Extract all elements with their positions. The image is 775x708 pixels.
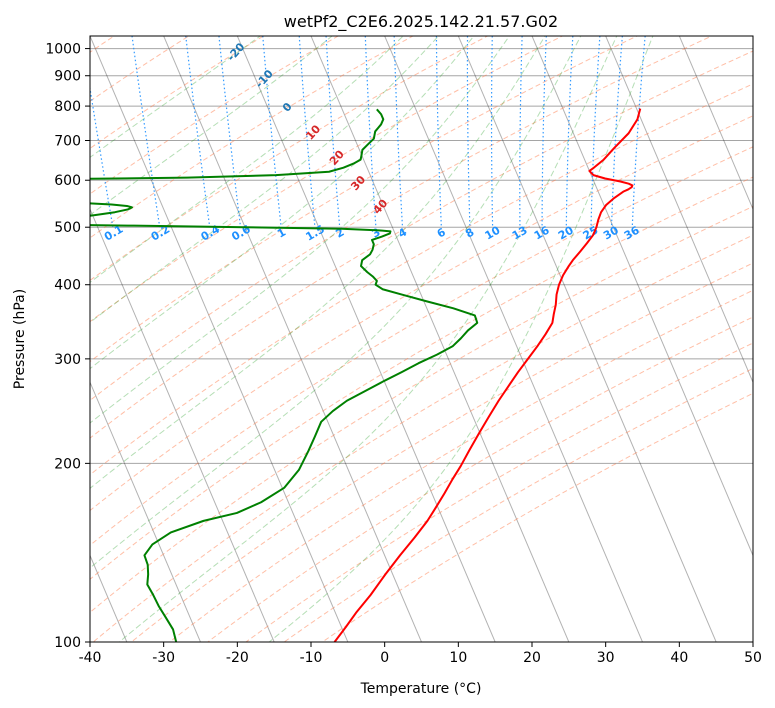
x-tick-label: -20 (226, 650, 249, 666)
x-tick-label: -40 (79, 650, 102, 666)
x-tick-label: 40 (670, 650, 688, 666)
x-tick-label: 0 (380, 650, 389, 666)
x-tick-label: 20 (523, 650, 541, 666)
x-tick-label: 10 (449, 650, 467, 666)
plot-background (90, 36, 753, 642)
mixing-ratio-line (490, 36, 494, 228)
mixing-ratio-line (541, 36, 547, 228)
x-tick-label: -10 (300, 650, 323, 666)
moist-adiabat-line (90, 36, 511, 424)
moist-adiabat-line (268, 36, 654, 642)
profile-lines (90, 108, 642, 642)
moist-adiabat-line (90, 36, 440, 324)
y-tick-label: 1000 (45, 42, 81, 58)
isotherm-line (384, 36, 644, 642)
x-tick-label: 50 (744, 650, 762, 666)
isotherm-line (163, 36, 423, 642)
mixing-ratio-line (393, 36, 404, 228)
dry-adiabat-line (92, 234, 753, 642)
moist-adiabat-line (90, 36, 262, 158)
mixing-ratio-line (435, 36, 442, 228)
y-tick-label: 400 (54, 278, 81, 294)
mixing-ratio-line (466, 36, 471, 228)
moist-adiabat-line (118, 36, 618, 642)
dry-adiabat-line (130, 262, 753, 642)
y-axis-label: Pressure (hPa) (12, 289, 28, 389)
dry-adiabat-line (90, 176, 753, 580)
moist-adiabat-line (90, 36, 475, 370)
moist-adiabat-line (90, 36, 546, 489)
moist-adiabat-line (90, 36, 582, 569)
dry-adiabat-line (206, 316, 753, 642)
plot-frame (89, 35, 754, 643)
dry-adiabat-line (90, 36, 713, 402)
y-tick-label: 100 (54, 635, 81, 651)
dry-adiabat-line (0, 24, 57, 669)
temperature-line (333, 108, 642, 642)
y-tick-label: 600 (54, 173, 81, 189)
dry-adiabat-line (90, 146, 753, 546)
y-tick-label: 300 (54, 352, 81, 368)
y-tick-label: 700 (54, 133, 81, 149)
y-tick-label: 200 (54, 456, 81, 472)
dry-adiabat-line (90, 83, 753, 476)
moist-adiabat-line (90, 36, 333, 216)
y-tick-label: 500 (54, 220, 81, 236)
isotherm-line (531, 36, 753, 557)
x-tick-label: -30 (152, 650, 175, 666)
isotherm-line (457, 36, 717, 642)
isotherm-line (236, 36, 496, 642)
isotherm-line (90, 207, 275, 642)
dry-adiabat-line (90, 115, 753, 512)
dry-adiabat-line (321, 392, 753, 642)
chart-title: wetPf2_C2E6.2025.142.21.57.G02 (284, 12, 558, 32)
dry-adiabat-line (90, 36, 265, 150)
isotherm-line (90, 381, 202, 642)
mixing-ratio-line (519, 36, 523, 228)
isotherm-line (310, 36, 570, 642)
mixing-ratio-line (565, 36, 574, 228)
dewpoint-line (90, 108, 479, 642)
isotherm-line (90, 36, 349, 642)
background-lines (0, 24, 753, 669)
isotherm-line (90, 554, 128, 642)
dry-adiabat-line (90, 50, 753, 439)
x-axis-label: Temperature (°C) (360, 681, 482, 697)
isotherm-line (0, 24, 65, 669)
isotherm-line (605, 36, 753, 384)
dry-adiabat-line (90, 36, 639, 363)
y-tick-label: 800 (54, 99, 81, 115)
x-tick-label: 30 (597, 650, 615, 666)
dry-adiabat-line (168, 289, 753, 642)
x-axis: -40 -30 -20 -10 0 10 20 30 40 50 (79, 642, 762, 666)
y-tick-label: 900 (54, 69, 81, 85)
y-axis: 100 200 300 400 500 600 700 800 900 1000 (45, 42, 90, 651)
